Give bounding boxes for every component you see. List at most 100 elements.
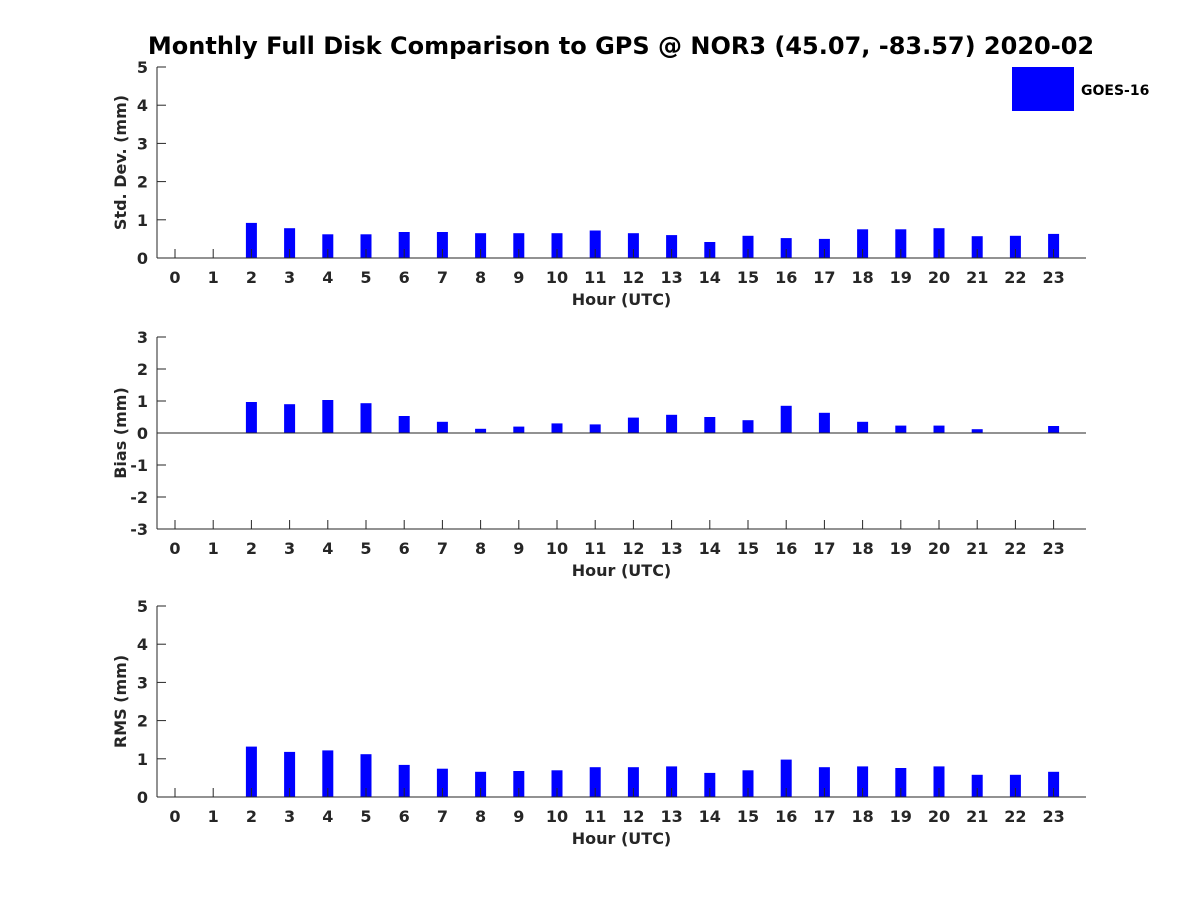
bar xyxy=(666,235,678,258)
x-tick-label: 17 xyxy=(813,268,835,287)
y-tick-label: 2 xyxy=(137,173,148,192)
bar xyxy=(436,232,448,258)
x-tick-label: 6 xyxy=(399,539,410,558)
x-tick-label: 22 xyxy=(1004,539,1026,558)
x-tick-label: 0 xyxy=(169,807,180,826)
x-tick-label: 20 xyxy=(928,539,950,558)
bar xyxy=(475,771,487,797)
bar xyxy=(780,405,792,433)
bar xyxy=(284,228,296,258)
bar xyxy=(971,429,983,433)
y-tick-label: 3 xyxy=(137,134,148,153)
bar xyxy=(627,767,639,797)
legend-swatch xyxy=(1012,67,1074,111)
x-tick-label: 5 xyxy=(360,807,371,826)
y-tick-label: 4 xyxy=(137,96,148,115)
bar xyxy=(360,403,372,433)
bar xyxy=(551,423,563,433)
x-tick-label: 9 xyxy=(513,268,524,287)
x-tick-label: 11 xyxy=(584,807,606,826)
x-tick-label: 9 xyxy=(513,539,524,558)
y-tick-label: 2 xyxy=(137,360,148,379)
bar xyxy=(742,770,754,797)
bar xyxy=(933,425,945,433)
x-tick-label: 10 xyxy=(546,807,568,826)
x-tick-label: 22 xyxy=(1004,807,1026,826)
bar xyxy=(475,233,487,258)
bar xyxy=(1009,235,1021,258)
bar xyxy=(895,768,907,797)
x-tick-label: 4 xyxy=(322,807,333,826)
bar xyxy=(398,764,410,797)
x-tick-label: 19 xyxy=(890,807,912,826)
x-tick-label: 21 xyxy=(966,268,988,287)
bar xyxy=(895,229,907,258)
x-tick-label: 17 xyxy=(813,807,835,826)
x-tick-label: 8 xyxy=(475,807,486,826)
x-tick-label: 7 xyxy=(437,539,448,558)
y-axis-label: Std. Dev. (mm) xyxy=(111,95,130,230)
bar xyxy=(857,421,869,433)
bar xyxy=(589,424,601,433)
x-tick-label: 14 xyxy=(699,268,721,287)
bar xyxy=(551,770,563,797)
x-tick-label: 21 xyxy=(966,539,988,558)
bar xyxy=(589,230,601,258)
x-axis-label: Hour (UTC) xyxy=(572,290,672,309)
x-tick-label: 16 xyxy=(775,807,797,826)
x-tick-label: 6 xyxy=(399,268,410,287)
x-tick-label: 14 xyxy=(699,807,721,826)
x-tick-label: 19 xyxy=(890,539,912,558)
bar xyxy=(245,402,257,433)
y-tick-label: 0 xyxy=(137,249,148,268)
x-tick-label: 23 xyxy=(1042,268,1064,287)
bar xyxy=(857,766,869,797)
bar xyxy=(436,768,448,797)
bar xyxy=(933,228,945,258)
y-tick-label: 4 xyxy=(137,635,148,654)
bar xyxy=(704,772,716,797)
bar xyxy=(513,233,525,258)
bar xyxy=(1048,426,1060,433)
y-tick-label: 2 xyxy=(137,712,148,731)
x-tick-label: 4 xyxy=(322,268,333,287)
x-tick-label: 1 xyxy=(208,807,219,826)
x-tick-label: 3 xyxy=(284,807,295,826)
bar xyxy=(933,766,945,797)
y-tick-label: -2 xyxy=(130,488,148,507)
x-tick-label: 4 xyxy=(322,539,333,558)
x-tick-label: 20 xyxy=(928,807,950,826)
legend: GOES-16 xyxy=(1012,67,1149,111)
x-tick-label: 8 xyxy=(475,268,486,287)
x-tick-label: 17 xyxy=(813,539,835,558)
x-tick-label: 15 xyxy=(737,807,759,826)
bar xyxy=(1009,774,1021,797)
bar xyxy=(245,746,257,797)
y-tick-label: -1 xyxy=(130,456,148,475)
x-tick-label: 5 xyxy=(360,539,371,558)
x-tick-label: 7 xyxy=(437,268,448,287)
bar xyxy=(627,233,639,258)
bar xyxy=(818,238,830,258)
x-tick-label: 10 xyxy=(546,539,568,558)
bar xyxy=(780,238,792,258)
bar xyxy=(284,751,296,797)
bar xyxy=(360,754,372,797)
x-tick-label: 11 xyxy=(584,539,606,558)
y-tick-label: 3 xyxy=(137,328,148,347)
x-tick-label: 16 xyxy=(775,539,797,558)
y-tick-label: 1 xyxy=(137,211,148,230)
bar xyxy=(436,421,448,433)
y-tick-label: 1 xyxy=(137,750,148,769)
x-tick-label: 1 xyxy=(208,268,219,287)
x-tick-label: 5 xyxy=(360,268,371,287)
bar xyxy=(895,425,907,433)
x-tick-label: 19 xyxy=(890,268,912,287)
bar xyxy=(398,232,410,258)
bar xyxy=(742,420,754,433)
x-tick-label: 1 xyxy=(208,539,219,558)
y-tick-label: 3 xyxy=(137,673,148,692)
